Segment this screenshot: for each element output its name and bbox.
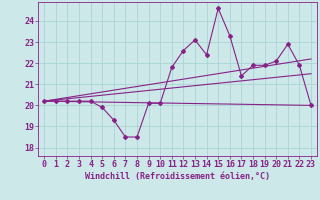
X-axis label: Windchill (Refroidissement éolien,°C): Windchill (Refroidissement éolien,°C): [85, 172, 270, 181]
